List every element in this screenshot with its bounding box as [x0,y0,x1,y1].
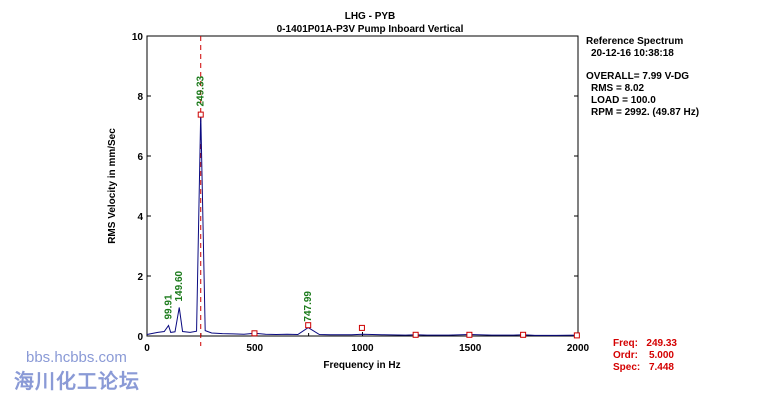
chart-title: LHG - PYB [345,11,396,22]
y-axis-label: RMS Velocity in mm/Sec [107,128,118,244]
harmonic-marker [520,331,527,338]
cursor-ordr-label: Ordr: [613,350,638,361]
x-tick-label: 0 [144,343,150,354]
peak-label: 747.99 [303,291,314,322]
harmonic-marker [358,324,365,331]
axis-ticks [146,35,579,337]
y-tick-label: 0 [137,332,143,343]
x-tick-label: 500 [246,343,263,354]
harmonic-marker [251,330,258,337]
cursor-freq-value: 249.33 [646,338,677,349]
cursor-spec-value: 7.448 [649,362,674,373]
harmonic-markers [197,111,580,339]
chart-subtitle: 0-1401P01A-P3V Pump Inboard Vertical [277,24,464,35]
x-tick-labels: 0 500 1000 1500 2000 [144,343,589,354]
harmonic-marker [197,111,204,118]
cursor-spec-label: Spec: [613,362,640,373]
info-timestamp: 20-12-16 10:38:18 [591,48,674,59]
info-heading: Reference Spectrum [586,36,683,47]
harmonic-marker [466,331,473,338]
info-overall: OVERALL= 7.99 V-DG [586,71,689,82]
cursor-freq-label: Freq: [613,338,638,349]
y-tick-label: 8 [137,92,143,103]
y-tick-label: 6 [137,152,143,163]
watermark-url: bbs.hcbbs.com [26,349,127,366]
x-tick-label: 1000 [351,343,374,354]
info-rpm: RPM = 2992. (49.87 Hz) [591,107,699,118]
info-load: LOAD = 100.0 [591,95,656,106]
x-axis-label: Frequency in Hz [323,360,400,371]
plot-frame [146,35,579,337]
harmonic-marker [305,322,312,329]
harmonic-marker [573,332,580,339]
cursor-ordr-value: 5.000 [649,350,674,361]
y-tick-label: 10 [132,32,144,43]
x-tick-label: 2000 [567,343,590,354]
peak-label: 249.33 [196,75,207,106]
x-tick-label: 1500 [459,343,482,354]
y-tick-labels: 0 2 4 6 8 10 [132,32,144,343]
spectrum-series-line [146,112,579,336]
harmonic-marker [412,331,419,338]
watermark-forum-name: 海川化工论坛 [14,369,140,393]
peak-label: 99.91 [164,294,175,319]
y-tick-label: 4 [137,212,143,223]
y-tick-label: 2 [137,272,143,283]
info-rms: RMS = 8.02 [591,83,645,94]
peak-label: 149.60 [174,270,185,301]
